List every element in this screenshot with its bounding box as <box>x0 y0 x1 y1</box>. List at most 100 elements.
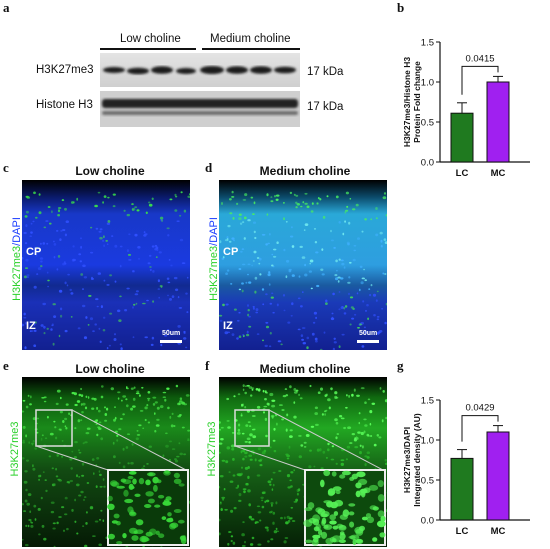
nucleus-dot <box>248 281 252 284</box>
nucleus-dot <box>33 323 36 326</box>
nucleus-dot <box>24 470 28 473</box>
nucleus-dot <box>56 268 59 271</box>
zoom-nucleus-dot <box>321 511 330 518</box>
nucleus-dot <box>228 471 231 474</box>
zoom-nucleus-dot <box>380 515 386 522</box>
zoom-nucleus-dot <box>331 471 337 477</box>
nucleus-dot <box>135 290 139 293</box>
nucleus-dot <box>136 434 141 436</box>
nucleus-dot <box>219 421 221 424</box>
nucleus-dot <box>238 335 242 338</box>
zoom-nucleus-dot <box>113 513 120 519</box>
nucleus-dot <box>357 327 360 329</box>
nucleus-dot <box>40 437 43 441</box>
zoom-nucleus-dot <box>165 496 172 501</box>
micrograph-d-iz-label: IZ <box>223 320 233 332</box>
nucleus-dot <box>242 221 245 223</box>
nucleus-dot <box>80 403 83 406</box>
nucleus-dot <box>49 432 54 436</box>
nucleus-dot <box>227 224 231 228</box>
nucleus-dot <box>248 315 251 318</box>
nucleus-dot <box>335 436 338 440</box>
blot-group-medium: Medium choline <box>210 33 291 45</box>
nucleus-dot <box>183 332 186 335</box>
zoom-nucleus-dot <box>321 517 327 525</box>
nucleus-dot <box>76 474 78 478</box>
nucleus-dot <box>265 434 268 438</box>
chart-b-significance-bracket <box>461 65 499 95</box>
nucleus-dot <box>259 464 263 467</box>
nucleus-dot <box>221 459 226 462</box>
nucleus-dot <box>300 305 303 308</box>
panel-label-d: d <box>205 160 213 175</box>
nucleus-dot <box>178 307 183 309</box>
nucleus-dot <box>369 422 372 426</box>
nucleus-dot <box>64 233 67 237</box>
nucleus-dot <box>301 256 306 259</box>
nucleus-dot <box>171 412 174 415</box>
nucleus-dot <box>316 284 320 288</box>
nucleus-dot <box>383 238 387 241</box>
nucleus-dot <box>346 205 349 208</box>
chart-b-xtick-label: MC <box>491 168 506 179</box>
nucleus-dot <box>228 531 232 533</box>
nucleus-dot <box>296 203 300 206</box>
nucleus-dot <box>284 537 289 539</box>
nucleus-dot <box>256 474 261 477</box>
nucleus-dot <box>311 332 315 336</box>
nucleus-dot <box>55 402 59 406</box>
nucleus-dot <box>114 430 118 433</box>
nucleus-dot <box>22 425 26 429</box>
zoom-nucleus-dot <box>342 509 350 517</box>
nucleus-dot <box>103 485 106 488</box>
nucleus-dot <box>315 251 319 254</box>
nucleus-dot <box>37 267 42 271</box>
chart-g-ytick-label: 0.5 <box>421 476 434 487</box>
nucleus-dot <box>303 229 306 231</box>
zoom-nucleus-dot <box>154 504 161 508</box>
nucleus-dot <box>135 437 139 441</box>
nucleus-dot <box>36 431 39 434</box>
zoom-nucleus-dot <box>336 523 344 529</box>
nucleus-dot <box>186 311 189 314</box>
nucleus-dot <box>333 341 337 344</box>
nucleus-dot <box>267 480 272 484</box>
nucleus-dot <box>187 439 190 442</box>
nucleus-dot <box>257 511 262 514</box>
nucleus-dot <box>76 197 79 201</box>
nucleus-dot <box>176 220 180 222</box>
nucleus-dot <box>249 458 253 461</box>
nucleus-dot <box>67 273 70 276</box>
nucleus-dot <box>244 391 247 395</box>
zoom-nucleus-dot <box>358 478 368 485</box>
nucleus-dot <box>64 513 68 516</box>
nucleus-dot <box>22 538 24 541</box>
nucleus-dot <box>92 330 95 333</box>
zoom-nucleus-dot <box>323 500 333 504</box>
panel-label-b: b <box>397 0 405 15</box>
nucleus-dot <box>152 270 155 273</box>
nucleus-dot <box>102 201 104 204</box>
nucleus-dot <box>339 415 343 418</box>
nucleus-dot <box>53 483 56 487</box>
nucleus-dot <box>247 263 251 266</box>
nucleus-dot <box>330 458 335 461</box>
zoom-nucleus-dot <box>366 516 375 524</box>
zoom-nucleus-dot <box>320 531 328 539</box>
nucleus-dot <box>85 432 90 435</box>
nucleus-dot <box>244 451 248 455</box>
nucleus-dot <box>81 411 84 414</box>
nucleus-dot <box>186 276 189 279</box>
nucleus-dot <box>295 194 299 197</box>
nucleus-dot <box>296 492 299 496</box>
nucleus-dot <box>90 251 94 254</box>
nucleus-dot <box>247 489 251 493</box>
nucleus-dot <box>126 287 130 290</box>
nucleus-dot <box>175 288 179 292</box>
nucleus-dot <box>302 201 305 204</box>
nucleus-dot <box>238 423 241 427</box>
nucleus-dot <box>359 451 362 455</box>
nucleus-dot <box>170 424 174 428</box>
nucleus-dot <box>89 505 94 509</box>
nucleus-dot <box>35 254 38 257</box>
